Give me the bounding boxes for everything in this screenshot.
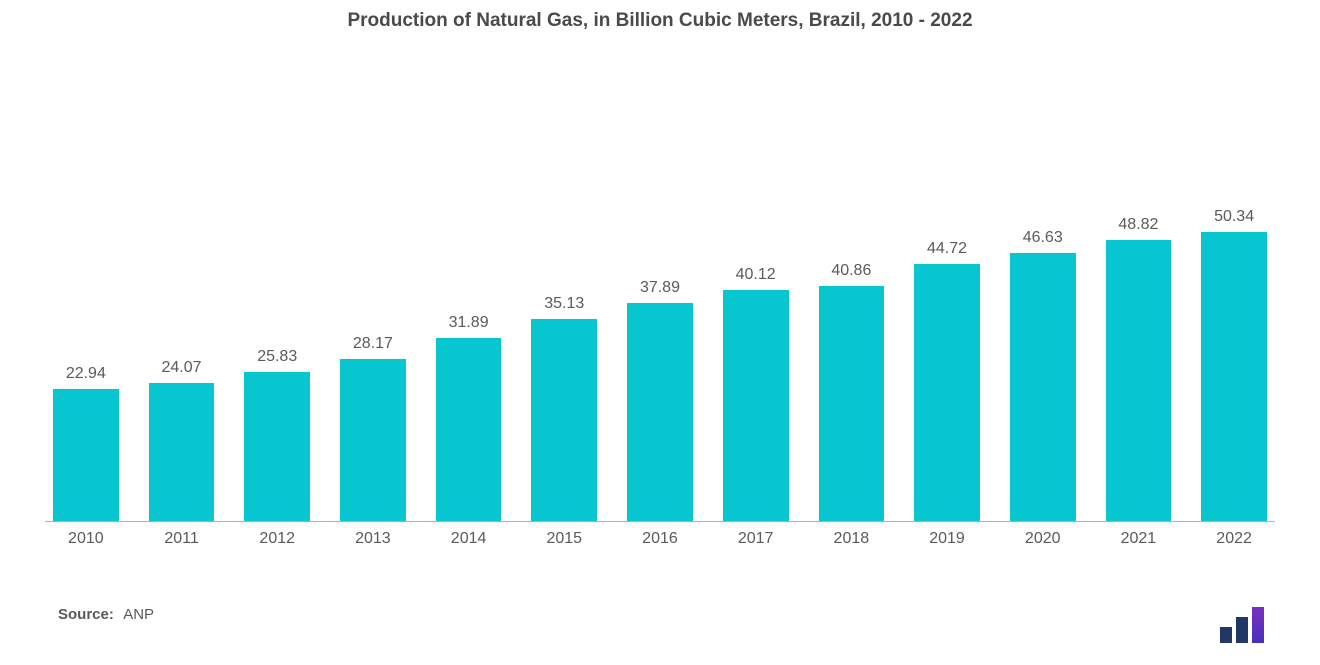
bar-value-label: 40.86: [831, 262, 871, 280]
x-tick-label: 2021: [1106, 530, 1172, 548]
x-tick-label: 2012: [244, 530, 310, 548]
bar: [1201, 232, 1267, 521]
bar: [1106, 240, 1172, 521]
bar: [244, 372, 310, 521]
bar: [149, 383, 215, 521]
bar-value-label: 35.13: [544, 295, 584, 313]
bar-value-label: 24.07: [162, 359, 202, 377]
bar: [340, 359, 406, 521]
bar-group: 31.89: [436, 62, 502, 521]
brand-logo: [1218, 607, 1270, 643]
bar-value-label: 50.34: [1214, 208, 1254, 226]
bar-value-label: 28.17: [353, 335, 393, 353]
x-tick-label: 2013: [340, 530, 406, 548]
bar-group: 37.89: [627, 62, 693, 521]
source-prefix: Source:: [58, 606, 114, 623]
bar: [53, 389, 119, 521]
bar-group: 35.13: [531, 62, 597, 521]
bar-group: 40.86: [819, 62, 885, 521]
bar: [627, 303, 693, 521]
x-tick-label: 2016: [627, 530, 693, 548]
bar-group: 44.72: [914, 62, 980, 521]
bar: [819, 286, 885, 521]
bar-group: 48.82: [1106, 62, 1172, 521]
bar: [1010, 253, 1076, 521]
bar: [723, 290, 789, 521]
x-tick-label: 2019: [914, 530, 980, 548]
bar-value-label: 31.89: [449, 314, 489, 332]
bar-value-label: 48.82: [1118, 216, 1158, 234]
source-text: ANP: [123, 606, 154, 623]
bar-group: 28.17: [340, 62, 406, 521]
bar-group: 24.07: [149, 62, 215, 521]
bar-group: 46.63: [1010, 62, 1076, 521]
bar-group: 22.94: [53, 62, 119, 521]
bar-value-label: 46.63: [1023, 229, 1063, 247]
bar-group: 25.83: [244, 62, 310, 521]
x-tick-label: 2017: [723, 530, 789, 548]
x-axis: 2010 2011 2012 2013 2014 2015 2016 2017 2018 2019…: [45, 522, 1275, 548]
bar-value-label: 25.83: [257, 348, 297, 366]
bar: [531, 319, 597, 521]
bar-value-label: 44.72: [927, 240, 967, 258]
x-tick-label: 2022: [1201, 530, 1267, 548]
source-line: Source: ANP: [58, 606, 154, 623]
bar-value-label: 40.12: [736, 266, 776, 284]
bar-group: 50.34: [1201, 62, 1267, 521]
x-tick-label: 2020: [1010, 530, 1076, 548]
plot-area: 22.94 24.07 25.83 28.17 31.89 35.13 37.89 40.12…: [45, 62, 1275, 522]
x-tick-label: 2015: [531, 530, 597, 548]
bar: [436, 338, 502, 521]
x-tick-label: 2010: [53, 530, 119, 548]
bar-group: 40.12: [723, 62, 789, 521]
x-tick-label: 2014: [436, 530, 502, 548]
bar-value-label: 37.89: [640, 279, 680, 297]
bar: [914, 264, 980, 521]
chart-title: Production of Natural Gas, in Billion Cu…: [45, 10, 1275, 32]
bar-value-label: 22.94: [66, 365, 106, 383]
x-tick-label: 2011: [149, 530, 215, 548]
x-tick-label: 2018: [819, 530, 885, 548]
